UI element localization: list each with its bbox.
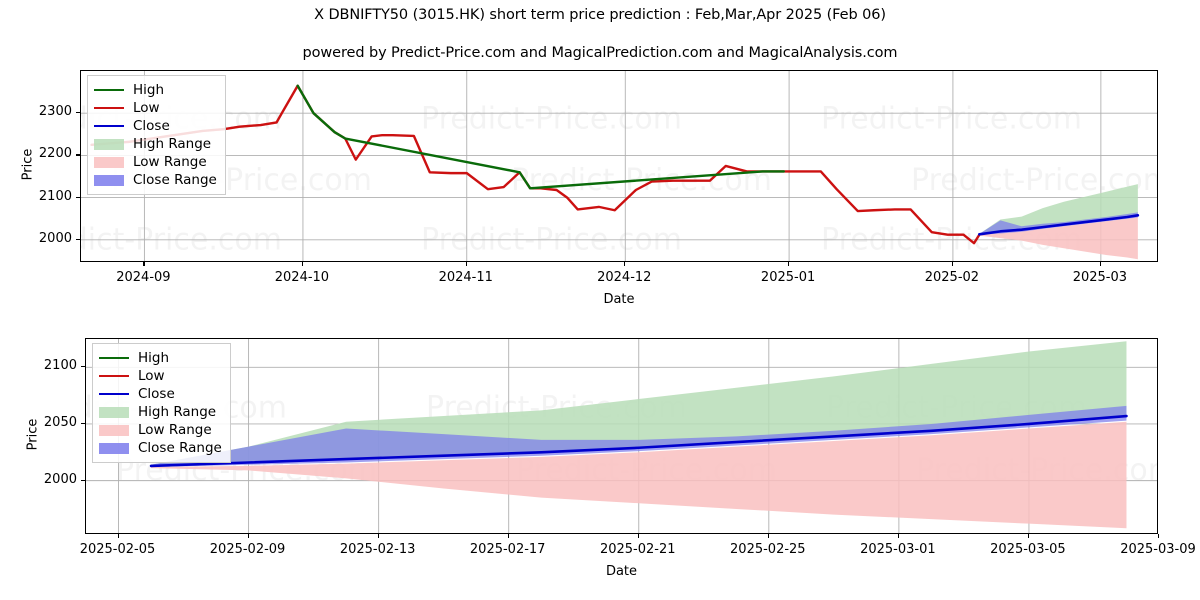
x-tick-label: 2025-02-13	[339, 542, 416, 557]
legend-label: Close	[138, 386, 175, 402]
legend-label: Low Range	[133, 154, 207, 170]
x-tick-mark	[117, 534, 119, 538]
legend-label: High	[138, 350, 170, 366]
x-tick-mark	[1027, 534, 1030, 538]
top-legend: High Low Close High Range Low Range Close Ran…	[87, 75, 226, 195]
legend-label: High Range	[133, 136, 212, 152]
legend-line-swatch-icon	[94, 101, 124, 115]
x-tick-label: 2024-10	[274, 270, 330, 285]
x-tick-label: 2025-02-17	[469, 542, 546, 557]
legend-label: Close Range	[133, 172, 217, 188]
legend-item-low-range: Low Range	[94, 153, 217, 171]
y-tick-mark	[76, 154, 80, 156]
x-tick-label: 2025-02-09	[209, 542, 286, 557]
x-tick-mark	[143, 262, 145, 266]
legend-patch-swatch-icon	[99, 423, 129, 437]
legend-item-low: Low	[94, 99, 217, 117]
x-tick-mark	[637, 534, 639, 538]
legend-label: High Range	[138, 404, 217, 420]
legend-item-high: High	[99, 349, 222, 367]
page-title: X DBNIFTY50 (3015.HK) short term price p…	[314, 7, 886, 23]
x-tick-label: 2024-11	[438, 270, 493, 285]
y-tick-mark	[76, 196, 80, 198]
legend-label: Low Range	[138, 422, 212, 438]
y-tick-label: 2100	[43, 358, 77, 374]
legend-item-high: High	[94, 81, 217, 99]
legend-item-close-range: Close Range	[99, 439, 222, 457]
x-tick-label: 2025-02-21	[599, 542, 676, 557]
x-tick-label: 2025-02-05	[79, 542, 156, 557]
x-tick-mark	[247, 534, 249, 538]
legend-line-swatch-icon	[99, 369, 129, 383]
x-tick-label: 2025-03-01	[860, 542, 936, 557]
x-tick-label: 2025-03-09	[1120, 542, 1196, 557]
bottom-x-axis-label: Date	[605, 564, 638, 579]
x-tick-mark	[301, 262, 304, 266]
x-tick-mark	[624, 262, 626, 266]
legend-label: Low	[138, 368, 165, 384]
legend-patch-swatch-icon	[94, 173, 124, 187]
bottom-plot-area: Predict-Price.comPredict-Price.comPredic…	[85, 338, 1158, 534]
legend-line-swatch-icon	[99, 351, 129, 365]
top-x-axis-label: Date	[603, 292, 635, 307]
y-tick-label: 2000	[38, 230, 72, 246]
legend-patch-swatch-icon	[99, 405, 129, 419]
x-tick-mark	[897, 534, 900, 538]
x-tick-mark	[377, 534, 379, 538]
x-tick-mark	[788, 262, 790, 266]
bottom-y-axis-label: Price	[25, 418, 41, 451]
y-tick-mark	[76, 238, 80, 240]
y-tick-mark	[81, 423, 85, 425]
x-tick-mark	[1099, 262, 1102, 266]
x-tick-label: 2025-03	[1072, 270, 1128, 285]
legend-line-swatch-icon	[94, 83, 124, 97]
y-tick-label: 2300	[38, 104, 72, 120]
x-tick-mark	[507, 534, 509, 538]
x-tick-label: 2025-02	[924, 270, 980, 285]
x-tick-label: 2025-01	[760, 270, 816, 285]
svg-text:Predict-Price.com: Predict-Price.com	[821, 102, 1082, 137]
legend-patch-swatch-icon	[94, 137, 124, 151]
x-tick-mark	[465, 262, 467, 266]
legend-line-swatch-icon	[99, 387, 129, 401]
legend-item-high-range: High Range	[94, 135, 217, 153]
legend-label: Close Range	[138, 440, 222, 456]
legend-patch-swatch-icon	[99, 441, 129, 455]
legend-item-close: Close	[94, 117, 217, 135]
legend-item-low-range: Low Range	[99, 421, 222, 439]
legend-label: Low	[133, 100, 160, 116]
legend-line-swatch-icon	[94, 119, 124, 133]
y-tick-label: 2050	[43, 414, 77, 430]
y-tick-label: 2100	[38, 188, 72, 204]
legend-item-close: Close	[99, 385, 222, 403]
x-tick-mark	[767, 534, 769, 538]
top-plot-area: Predict-Price.com Predict-Price.com Predic…	[80, 70, 1158, 262]
x-tick-label: 2024-12	[597, 270, 652, 285]
y-tick-label: 2200	[38, 146, 72, 162]
y-tick-mark	[76, 112, 80, 114]
x-tick-mark	[1158, 534, 1160, 538]
y-tick-mark	[81, 479, 85, 481]
bottom-legend: High Low Close High Range Low Range Close Ran…	[92, 343, 231, 463]
legend-item-high-range: High Range	[99, 403, 222, 421]
legend-item-low: Low	[99, 367, 222, 385]
svg-text:Predict-Price.com: Predict-Price.com	[421, 102, 682, 137]
x-tick-label: 2024-09	[116, 270, 171, 285]
legend-label: High	[133, 82, 165, 98]
page-subtitle: powered by Predict-Price.com and Magical…	[302, 45, 898, 61]
legend-item-close-range: Close Range	[94, 171, 217, 189]
legend-label: Close	[133, 118, 170, 134]
x-tick-label: 2025-03-05	[990, 542, 1066, 557]
x-tick-label: 2025-02-25	[730, 542, 806, 557]
y-tick-mark	[81, 366, 85, 368]
top-chart-svg: Predict-Price.com Predict-Price.comPredic…	[81, 71, 1157, 261]
y-tick-label: 2000	[43, 471, 77, 487]
bottom-chart-svg: Predict-Price.comPredict-Price.comPredic…	[86, 339, 1157, 533]
legend-patch-swatch-icon	[94, 155, 124, 169]
x-tick-mark	[951, 262, 954, 266]
